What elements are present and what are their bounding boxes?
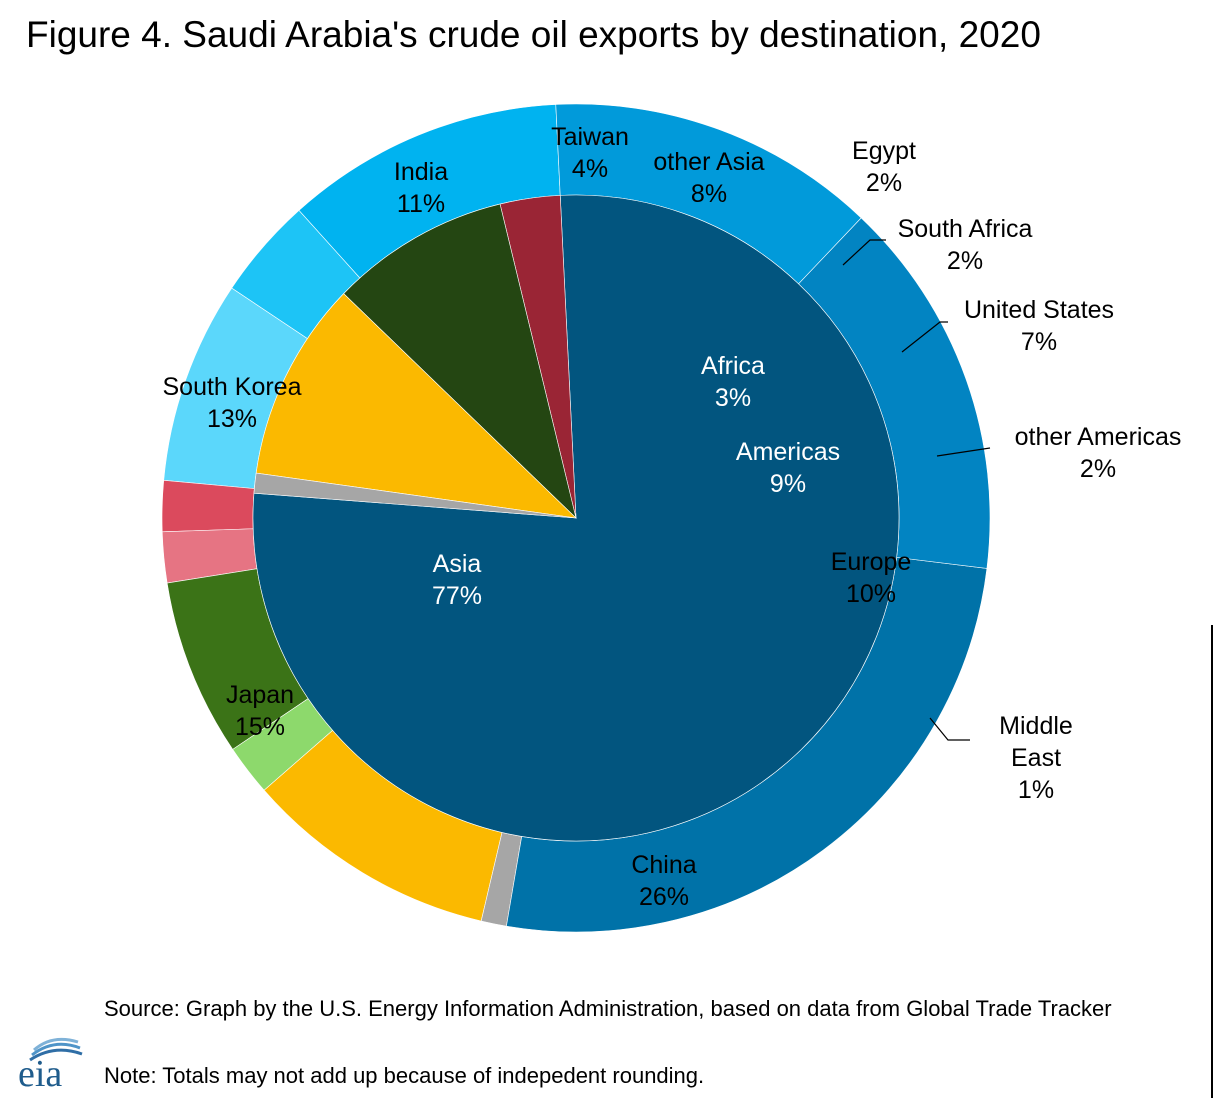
outer-ring	[161, 103, 991, 933]
label-inner-asia: Asia 77%	[432, 550, 482, 610]
inner-ring	[252, 194, 900, 842]
label-outer-south-korea: South Korea 13%	[163, 373, 302, 433]
label-outer-japan: Japan 15%	[226, 681, 294, 741]
inner-slice-europe	[255, 293, 577, 519]
leader-line-2	[936, 447, 991, 457]
label-outer-india: India 11%	[394, 158, 448, 218]
outer-slice-egypt	[161, 480, 255, 533]
label-outer-south-africa: South Africa 2%	[898, 215, 1033, 275]
source-text: Source: Graph by the U.S. Energy Informa…	[104, 996, 1112, 1021]
right-border-line	[1211, 625, 1213, 1098]
inner-slice-americas	[343, 203, 577, 519]
leader-lines	[842, 239, 991, 741]
note-text: Note: Totals may not add up because of i…	[104, 1063, 705, 1088]
logo-text: eia	[18, 1053, 62, 1088]
label-outer-other-americas: other Americas 2%	[1015, 423, 1182, 483]
label-inner-middle-east: Middle East 1%	[999, 712, 1073, 804]
leader-line-3	[929, 717, 970, 741]
label-outer-other-asia: other Asia 8%	[653, 148, 764, 208]
label-inner-africa: Africa 3%	[701, 352, 765, 412]
eia-logo-icon: eia	[18, 1037, 83, 1088]
label-outer-taiwan: Taiwan 4%	[551, 123, 629, 183]
slice-labels: Asia 77% Africa 3% Americas 9% Europe 10% Middle…	[163, 123, 1182, 911]
label-outer-china: China 26%	[631, 851, 696, 911]
donut-chart: Asia 77% Africa 3% Americas 9% Europe 10% Middle…	[161, 103, 1182, 933]
leader-line-0	[842, 239, 886, 266]
footer: Source: Graph by the U.S. Energy Informa…	[0, 990, 1214, 1098]
chart-title: Figure 4. Saudi Arabia's crude oil expor…	[26, 14, 1041, 55]
label-outer-egypt: Egypt 2%	[852, 137, 916, 197]
label-inner-europe: Europe 10%	[831, 548, 912, 608]
inner-slice-middle-east	[253, 472, 577, 519]
label-inner-americas: Americas 9%	[736, 438, 840, 498]
label-outer-united-states: United States 7%	[964, 296, 1114, 356]
leader-line-1	[901, 321, 948, 353]
